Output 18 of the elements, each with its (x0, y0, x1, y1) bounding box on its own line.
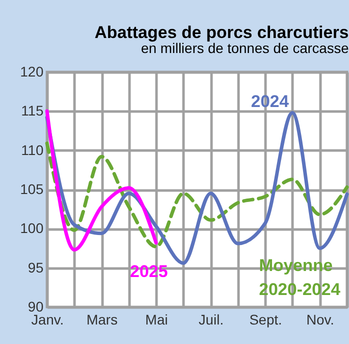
x-tick-label: Sept. (249, 312, 282, 328)
x-tick-label: Juil. (198, 312, 224, 328)
y-tick-label: 120 (20, 64, 44, 80)
x-tick-label: Nov. (306, 312, 334, 328)
chart-title: Abattages de porcs charcutiers (94, 23, 349, 42)
y-tick-label: 90 (28, 298, 44, 314)
text: Moyenne 2020-2024 (259, 256, 341, 299)
y-tick-label: 100 (20, 220, 44, 236)
y-tick-label: 110 (21, 142, 44, 158)
x-tick-label: Mai (145, 312, 168, 328)
y-tick-label: 115 (21, 102, 44, 119)
line-series (45, 142, 349, 248)
y-tick-label: 105 (20, 181, 44, 197)
x-tick-label: Mars (86, 312, 118, 328)
series-label: 2025 (130, 262, 168, 281)
x-tick-label: Janv. (31, 312, 64, 328)
y-tick-label: 95 (28, 259, 44, 276)
line-series (45, 109, 158, 252)
